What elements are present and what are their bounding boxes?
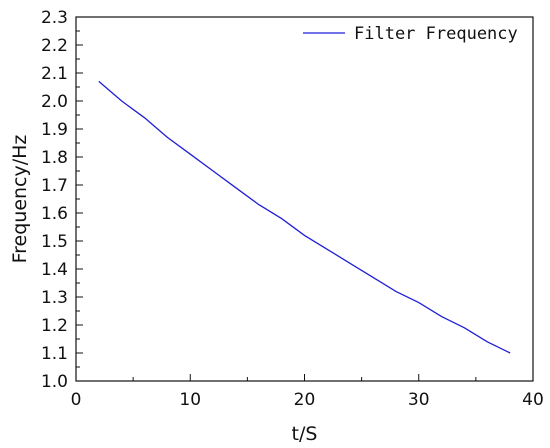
y-tick-label: 1.8	[41, 148, 68, 168]
y-tick-label: 1.3	[41, 288, 68, 308]
x-tick-label: 20	[294, 390, 316, 410]
y-tick-label: 1.4	[41, 260, 68, 280]
y-tick-label: 2.2	[41, 36, 68, 56]
series-layer	[98, 80, 511, 354]
legend: Filter Frequency	[303, 24, 518, 44]
y-axis: 1.0 1.1 1.2 1.3 1.4 1.5 1.6 1.7 1.8 1.9 2.0 2.1 2.2 2…	[41, 8, 83, 392]
y-axis-label: Frequency/Hz	[9, 135, 31, 264]
y-tick-label: 1.9	[41, 120, 68, 140]
x-tick-label: 0	[71, 390, 82, 410]
legend-label: Filter Frequency	[354, 24, 518, 44]
y-tick-label: 1.1	[41, 344, 68, 364]
series-line	[98, 80, 511, 354]
y-tick-label: 1.0	[41, 372, 68, 392]
y-tick-label: 2.0	[41, 92, 68, 112]
y-tick-label: 2.3	[41, 8, 68, 28]
y-tick-label: 1.6	[41, 204, 68, 224]
x-tick-label: 30	[408, 390, 430, 410]
y-tick-label: 2.1	[41, 64, 68, 84]
y-tick-label: 1.7	[41, 176, 68, 196]
plot-area	[75, 16, 534, 382]
x-axis-label: t/S	[292, 423, 318, 445]
y-tick-label: 1.5	[41, 232, 68, 252]
y-tick-label: 1.2	[41, 316, 68, 336]
x-tick-label: 40	[522, 390, 544, 410]
x-tick-label: 10	[179, 390, 201, 410]
x-axis: 0 10 20 30 40	[71, 374, 544, 410]
